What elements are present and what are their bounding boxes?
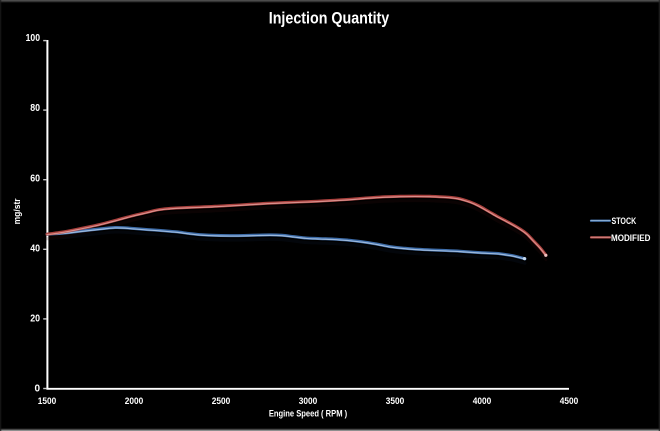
svg-text:4000: 4000 (473, 396, 492, 406)
svg-text:2000: 2000 (125, 396, 144, 406)
svg-text:2500: 2500 (212, 396, 231, 406)
svg-text:4500: 4500 (560, 396, 579, 406)
svg-text:3500: 3500 (386, 396, 405, 406)
svg-text:60: 60 (30, 173, 40, 184)
svg-text:80: 80 (30, 103, 40, 114)
svg-text:3000: 3000 (299, 396, 318, 406)
svg-text:Engine Speed ( RPM ): Engine Speed ( RPM ) (269, 409, 347, 419)
svg-text:1500: 1500 (38, 396, 57, 406)
svg-text:MODIFIED: MODIFIED (611, 233, 651, 243)
svg-text:0: 0 (34, 384, 40, 395)
svg-text:mg/str: mg/str (12, 198, 22, 224)
svg-text:100: 100 (26, 33, 41, 44)
svg-text:20: 20 (30, 314, 40, 325)
svg-text:Injection Quantity: Injection Quantity (269, 10, 390, 28)
svg-text:STOCK: STOCK (612, 216, 637, 226)
svg-text:40: 40 (30, 243, 40, 254)
